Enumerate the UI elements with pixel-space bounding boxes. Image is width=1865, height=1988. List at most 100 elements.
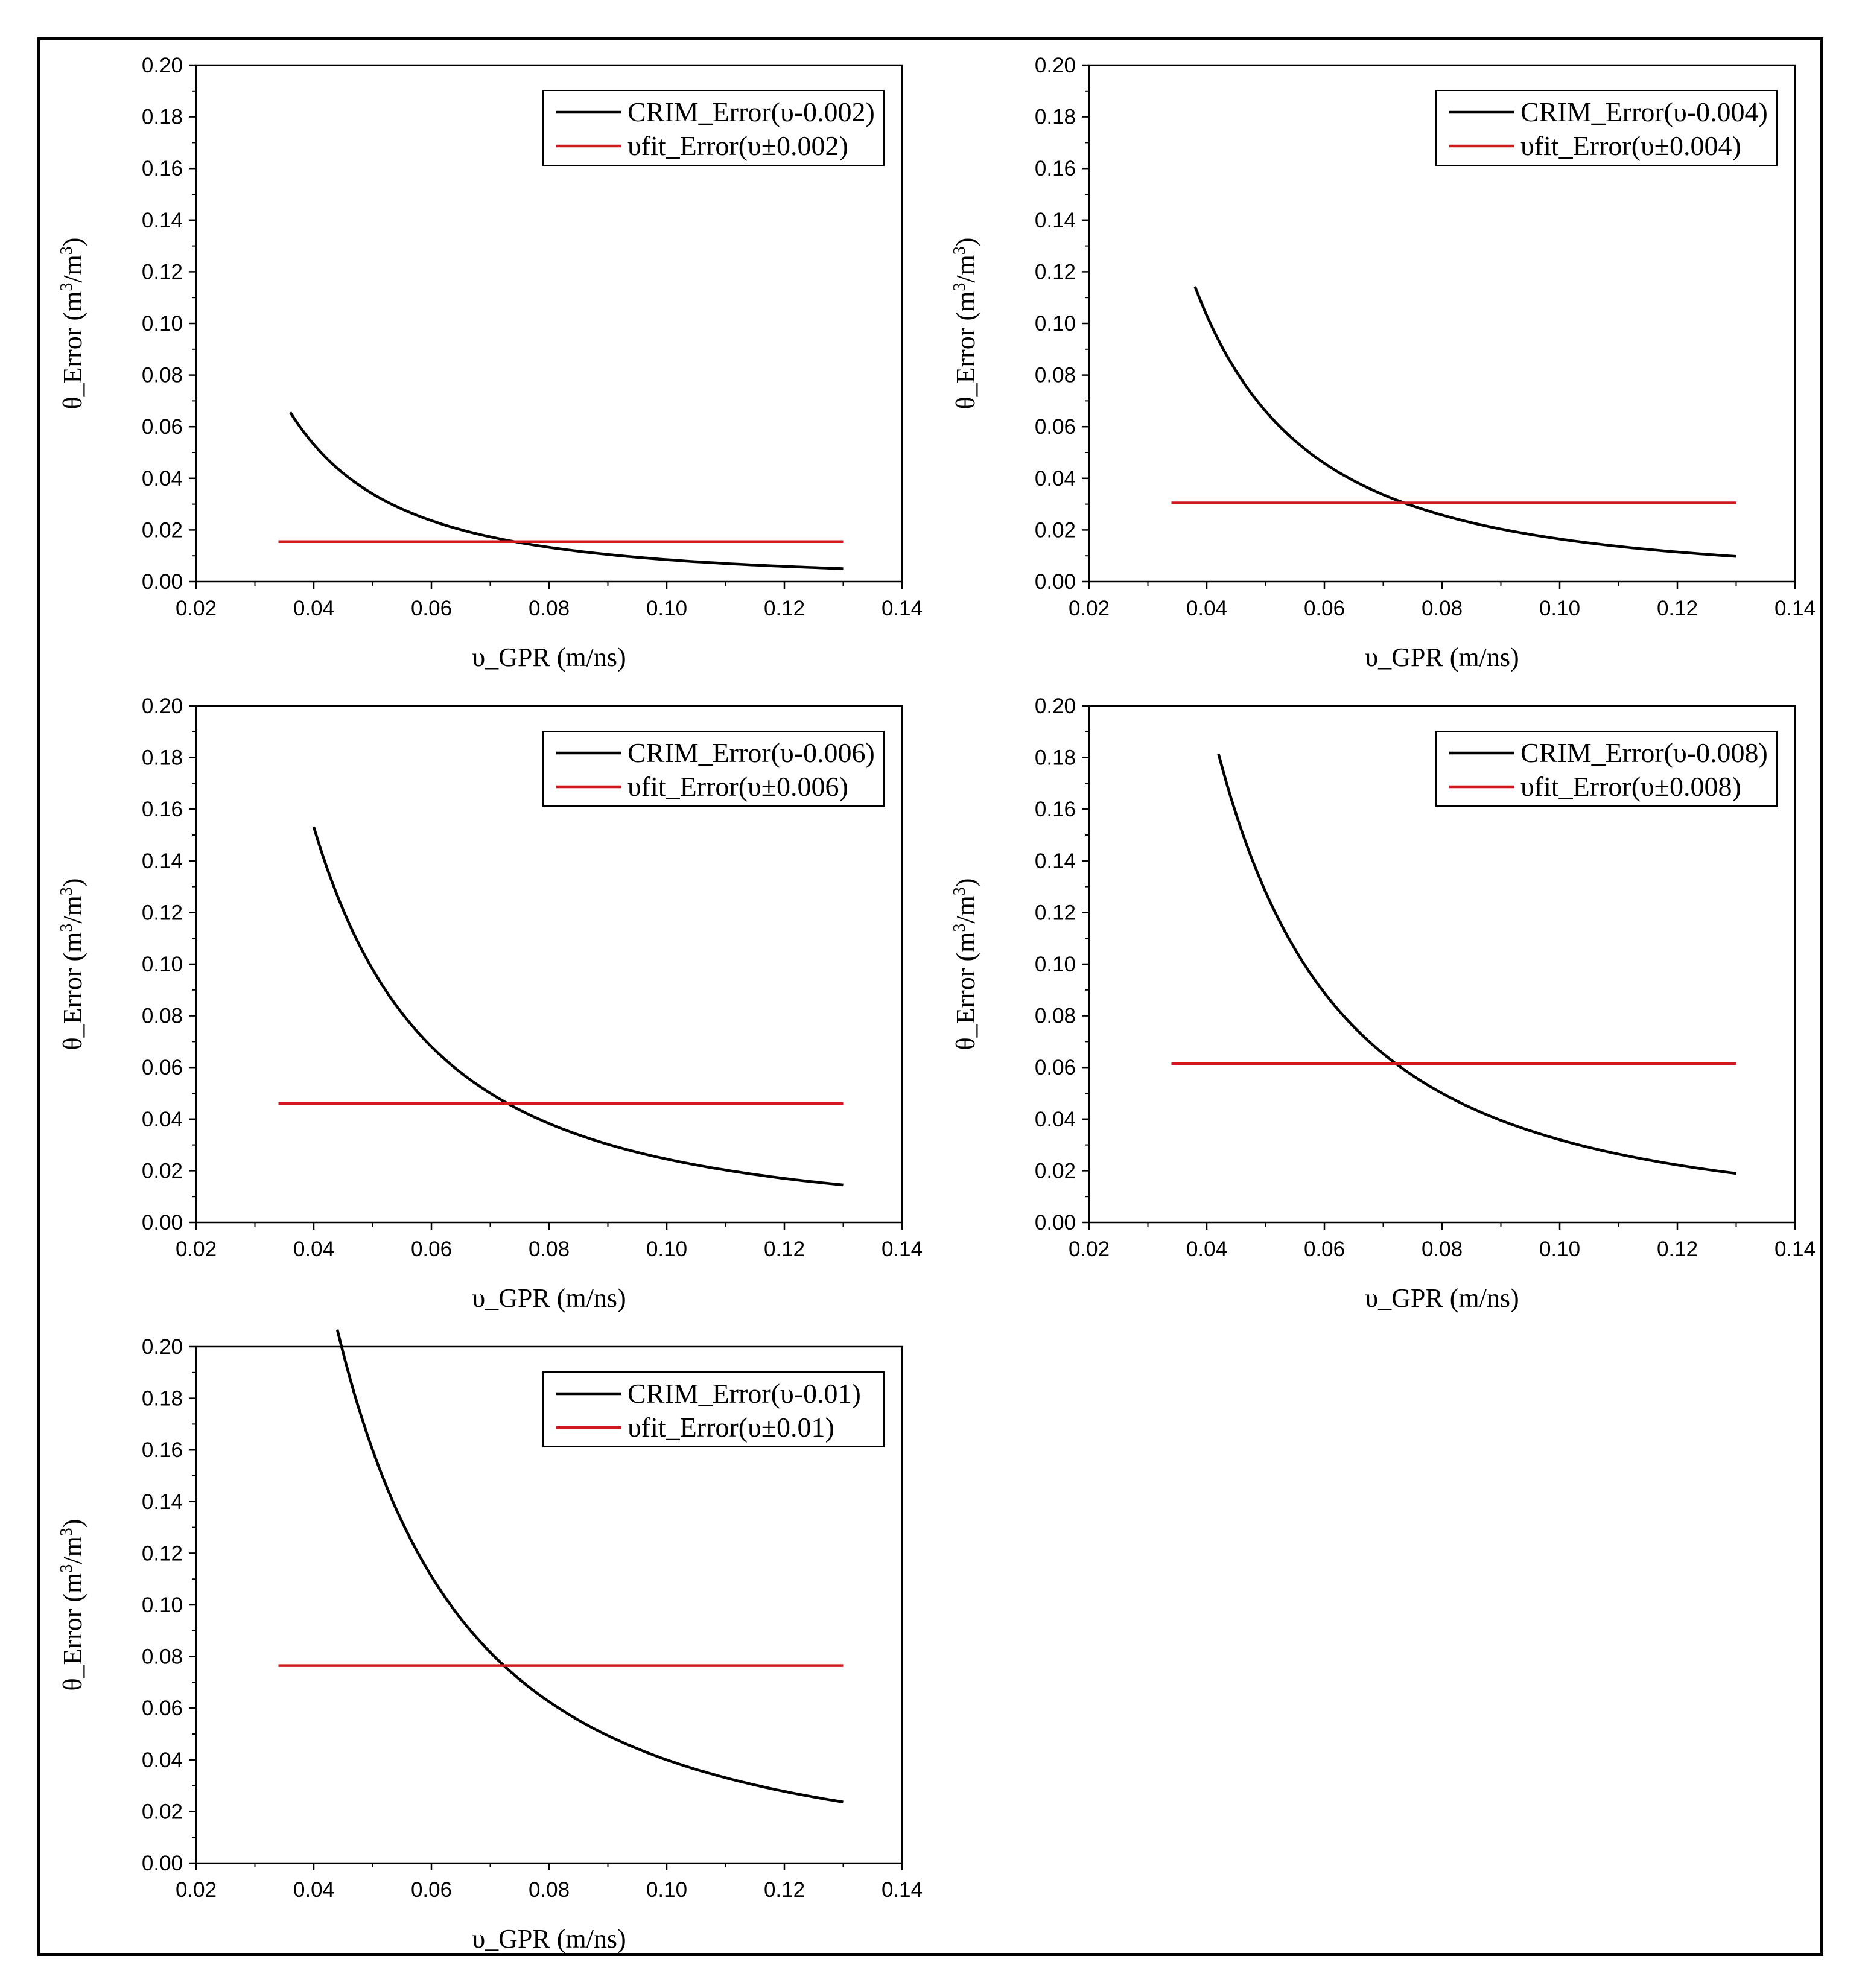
y-tick-label: 0.04 xyxy=(142,467,183,491)
y-tick-label: 0.06 xyxy=(1035,1056,1076,1079)
y-tick-label: 0.20 xyxy=(1035,54,1076,77)
y-axis-title-superscript: 3 xyxy=(950,887,969,895)
y-tick-label: 0.10 xyxy=(1035,312,1076,335)
y-tick-label: 0.10 xyxy=(1035,953,1076,976)
y-axis-title-superscript: 3 xyxy=(57,887,76,895)
x-tick-label: 0.14 xyxy=(882,597,923,620)
y-tick-label: 0.12 xyxy=(142,1542,183,1565)
y-tick-label: 0.02 xyxy=(142,1159,183,1183)
legend-label: υfit_Error(υ±0.002) xyxy=(627,130,848,161)
chart-panel-3: 0.00 0.02 0.04 0.06 0.08 0.10 0.12 0.14 0.16 0.18… xyxy=(57,694,923,1313)
figure-frame xyxy=(37,37,1823,1956)
y-tick-label: 0.00 xyxy=(142,570,183,594)
y-tick-label: 0.00 xyxy=(142,1852,183,1875)
y-axis-title-superscript: 3 xyxy=(57,283,76,291)
x-tick-label: 0.06 xyxy=(1304,1237,1345,1261)
y-axis-title-part: θ_Error (m xyxy=(951,932,980,1050)
y-tick-label: 0.12 xyxy=(1035,901,1076,924)
y-axis-title: θ_Error (m3/m3) xyxy=(950,238,980,410)
x-tick-label: 0.04 xyxy=(293,1237,334,1261)
x-tick-label: 0.10 xyxy=(646,1237,687,1261)
y-tick-label: 0.08 xyxy=(142,1645,183,1669)
x-axis-title: υ_GPR (m/ns) xyxy=(1365,1283,1519,1313)
y-tick-label: 0.06 xyxy=(142,1056,183,1079)
y-tick-label: 0.16 xyxy=(142,798,183,821)
y-tick-label: 0.18 xyxy=(142,1387,183,1411)
y-tick-label: 0.06 xyxy=(1035,415,1076,439)
y-tick-label: 0.20 xyxy=(142,1335,183,1359)
legend-label: CRIM_Error(υ-0.006) xyxy=(627,737,875,768)
y-axis-title-part: θ_Error (m xyxy=(951,291,980,410)
y-tick-label: 0.14 xyxy=(142,1490,183,1514)
y-tick-label: 0.06 xyxy=(142,415,183,439)
x-tick-label: 0.06 xyxy=(411,1878,452,1902)
x-tick-label: 0.08 xyxy=(529,1237,570,1261)
y-tick-label: 0.18 xyxy=(142,746,183,770)
y-axis-title-part: /m xyxy=(951,255,980,282)
y-tick-label: 0.14 xyxy=(142,850,183,873)
y-tick-label: 0.02 xyxy=(142,518,183,542)
x-tick-label: 0.10 xyxy=(1539,597,1580,620)
chart-panel-5: 0.00 0.02 0.04 0.06 0.08 0.10 0.12 0.14 0.16 0.18… xyxy=(57,1329,923,1954)
y-tick-label: 0.02 xyxy=(142,1800,183,1823)
x-tick-label: 0.14 xyxy=(882,1878,923,1902)
x-tick-label: 0.12 xyxy=(1657,597,1698,620)
y-axis-title-part: /m xyxy=(951,895,980,923)
x-tick-label: 0.12 xyxy=(764,597,805,620)
y-axis-title-superscript: 3 xyxy=(950,924,969,932)
y-tick-label: 0.10 xyxy=(142,1593,183,1617)
y-tick-label: 0.12 xyxy=(142,260,183,284)
x-tick-label: 0.02 xyxy=(1069,597,1110,620)
y-tick-label: 0.16 xyxy=(142,1438,183,1462)
y-tick-label: 0.14 xyxy=(1035,850,1076,873)
y-tick-label: 0.16 xyxy=(1035,157,1076,180)
y-tick-label: 0.08 xyxy=(142,1005,183,1028)
x-tick-label: 0.06 xyxy=(1304,597,1345,620)
chart-panel-1: 0.00 0.02 0.04 0.06 0.08 0.10 0.12 0.14 0.16 0.18… xyxy=(57,54,923,672)
crim-error-curve xyxy=(312,826,844,1187)
y-axis-title: θ_Error (m3/m3) xyxy=(950,878,980,1050)
crim-error-curve xyxy=(1217,754,1736,1175)
y-tick-label: 0.10 xyxy=(142,953,183,976)
x-tick-label: 0.02 xyxy=(176,1237,217,1261)
legend-box xyxy=(542,731,885,807)
x-tick-label: 0.06 xyxy=(411,1237,452,1261)
crim-error-curve xyxy=(1193,286,1736,558)
x-tick-label: 0.04 xyxy=(1186,1237,1227,1261)
x-tick-label: 0.08 xyxy=(1422,1237,1463,1261)
y-tick-label: 0.08 xyxy=(1035,364,1076,387)
y-axis-title-superscript: 3 xyxy=(57,246,76,255)
legend-label: CRIM_Error(υ-0.002) xyxy=(627,97,875,127)
x-tick-label: 0.02 xyxy=(176,1878,217,1902)
y-tick-label: 0.04 xyxy=(142,1748,183,1772)
x-tick-label: 0.14 xyxy=(882,1237,923,1261)
y-tick-label: 0.18 xyxy=(142,106,183,129)
y-axis-title-part: ) xyxy=(58,1519,87,1528)
y-axis-title-part: θ_Error (m xyxy=(58,291,87,410)
y-axis-title-part: ) xyxy=(951,238,980,247)
legend-box xyxy=(1435,90,1778,166)
y-tick-label: 0.12 xyxy=(1035,260,1076,284)
legend-box xyxy=(542,1371,885,1447)
y-tick-label: 0.02 xyxy=(1035,518,1076,542)
y-axis-title-part: θ_Error (m xyxy=(58,1573,87,1691)
x-tick-label: 0.12 xyxy=(764,1237,805,1261)
legend-box xyxy=(542,90,885,166)
legend-box xyxy=(1435,731,1778,807)
y-axis-title-part: /m xyxy=(58,1536,87,1564)
y-axis-title-superscript: 3 xyxy=(57,1564,76,1573)
y-tick-label: 0.08 xyxy=(1035,1005,1076,1028)
crim-error-curve xyxy=(289,411,844,570)
chart-panel-4: 0.00 0.02 0.04 0.06 0.08 0.10 0.12 0.14 0.16 0.18… xyxy=(950,694,1816,1313)
legend: CRIM_Error(υ-0.008)υfit_Error(υ±0.008) xyxy=(1435,731,1778,807)
y-axis-title-superscript: 3 xyxy=(950,246,969,255)
y-tick-label: 0.20 xyxy=(142,54,183,77)
legend-label: CRIM_Error(υ-0.01) xyxy=(627,1378,861,1409)
x-axis-title: υ_GPR (m/ns) xyxy=(1365,643,1519,672)
chart-panel-2: 0.00 0.02 0.04 0.06 0.08 0.10 0.12 0.14 0.16 0.18… xyxy=(950,54,1816,672)
legend: CRIM_Error(υ-0.002)υfit_Error(υ±0.002) xyxy=(542,90,885,166)
x-tick-label: 0.14 xyxy=(1774,1237,1816,1261)
y-tick-label: 0.02 xyxy=(1035,1159,1076,1183)
y-tick-label: 0.10 xyxy=(142,312,183,335)
y-axis-title-superscript: 3 xyxy=(57,924,76,932)
